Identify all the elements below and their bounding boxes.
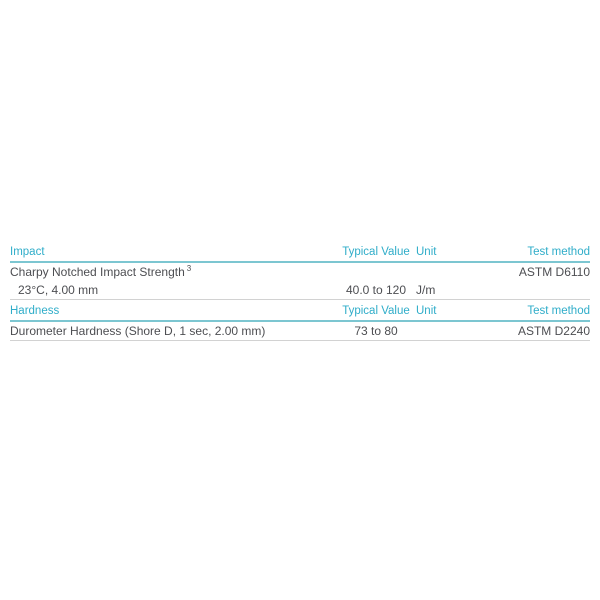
impact-header-row: Impact Typical Value Unit Test method [10, 246, 590, 263]
table-row: 23°C, 4.00 mm 40.0 to 120 J/m [10, 281, 590, 299]
test-method-header: Test method [527, 246, 590, 258]
property-cell: Charpy Notched Impact Strength 3 [10, 264, 192, 280]
footnote-superscript: 3 [186, 264, 192, 273]
property-cell: Durometer Hardness (Shore D, 1 sec, 2.00… [10, 324, 266, 338]
unit-header: Unit [416, 246, 437, 258]
unit-header: Unit [416, 305, 437, 317]
test-method-header: Test method [527, 305, 590, 317]
property-tables: Impact Typical Value Unit Test method Ch… [10, 246, 590, 341]
unit-cell: J/m [416, 283, 436, 297]
impact-section-table: Impact Typical Value Unit Test method Ch… [10, 246, 590, 300]
typical-value-header: Typical Value [342, 246, 410, 258]
hardness-header-row: Hardness Typical Value Unit Test method [10, 305, 590, 322]
impact-table-body: Charpy Notched Impact Strength 3 ASTM D61… [10, 263, 590, 300]
table-row: Durometer Hardness (Shore D, 1 sec, 2.00… [10, 322, 590, 340]
hardness-table-body: Durometer Hardness (Shore D, 1 sec, 2.00… [10, 322, 590, 341]
test-method-cell: ASTM D6110 [518, 265, 590, 279]
property-cell: 23°C, 4.00 mm [18, 283, 99, 297]
table-row: Charpy Notched Impact Strength 3 ASTM D61… [10, 263, 590, 281]
typical-value-header: Typical Value [342, 305, 410, 317]
typical-value-cell: 40.0 to 120 [345, 283, 407, 297]
hardness-section-table: Hardness Typical Value Unit Test method … [10, 305, 590, 341]
test-method-cell: ASTM D2240 [517, 324, 590, 338]
section-label: Impact [10, 246, 45, 258]
typical-value-cell: 73 to 80 [354, 324, 398, 338]
section-label: Hardness [10, 305, 60, 317]
